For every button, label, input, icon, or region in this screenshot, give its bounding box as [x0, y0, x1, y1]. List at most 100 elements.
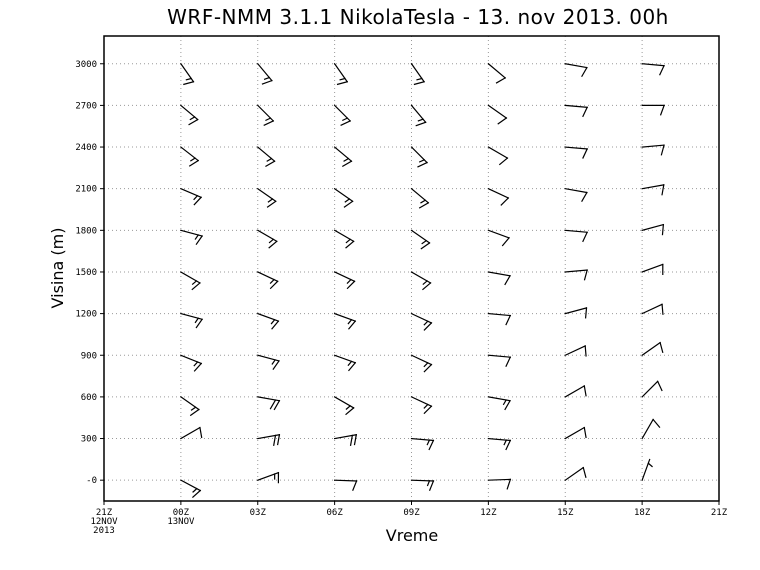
- wind-barb: [641, 104, 665, 116]
- wind-barb: [641, 184, 665, 196]
- wind-barb: [641, 380, 663, 398]
- wind-barb: [180, 312, 203, 329]
- x-tick-label: 06Z: [326, 508, 343, 518]
- wind-barb: [180, 426, 203, 440]
- x-tick-label: 13NOV: [167, 517, 195, 527]
- x-tick-label: 21Z: [96, 508, 113, 518]
- y-tick-label: 2700: [75, 101, 97, 111]
- wind-barb: [641, 303, 664, 315]
- y-tick-label: 1200: [75, 310, 97, 320]
- wind-barb: [487, 229, 510, 247]
- wind-barb: [257, 354, 280, 370]
- wind-barb: [487, 396, 511, 411]
- y-axis-label: Visina (m): [48, 228, 67, 309]
- x-tick-label: 00Z: [173, 508, 190, 518]
- wind-barb: [641, 418, 661, 440]
- wind-barb: [333, 354, 357, 372]
- wind-barb: [641, 263, 664, 276]
- wind-barb: [487, 104, 508, 125]
- wind-barb: [641, 341, 664, 357]
- wind-barb: [564, 146, 588, 159]
- wind-barb: [333, 396, 355, 416]
- x-tick-label: 09Z: [403, 508, 420, 518]
- wind-barb: [256, 187, 277, 208]
- wind-barb: [333, 229, 355, 249]
- wind-barb: [487, 312, 512, 326]
- grid-lines: [104, 36, 719, 501]
- wind-barb: [410, 354, 433, 373]
- wind-barb: [257, 396, 281, 411]
- y-axis-ticks: -0 300 600 900 1200 1500 1800 2100 2400 2700 3000: [75, 60, 104, 486]
- y-tick-label: 1500: [75, 268, 97, 278]
- wind-barb: [564, 345, 587, 357]
- wind-barb: [410, 479, 435, 491]
- y-tick-label: 2100: [75, 185, 97, 195]
- y-tick-label: 3000: [75, 60, 97, 70]
- wind-barb: [257, 434, 281, 446]
- wind-barb: [180, 229, 203, 246]
- wind-barb: [487, 478, 512, 490]
- wind-barb: [333, 271, 356, 290]
- wind-barb: [564, 307, 588, 319]
- wind-barb: [641, 458, 653, 481]
- wind-barb: [641, 223, 665, 236]
- wind-barb: [333, 187, 354, 208]
- wind-barb: [180, 104, 199, 126]
- y-tick-label: 600: [81, 393, 97, 403]
- wind-barb: [487, 271, 511, 286]
- wind-barbs: [180, 62, 665, 499]
- x-tick-label: 21Z: [711, 508, 728, 518]
- wind-barb: [564, 63, 588, 78]
- chart-title: WRF-NMM 3.1.1 NikolaTesla - 13. nov 2013…: [167, 5, 669, 29]
- wind-barb: [180, 396, 200, 417]
- wind-barb: [564, 104, 588, 118]
- wind-barb: [256, 104, 275, 126]
- wind-barb: [487, 187, 510, 206]
- wind-barb: [410, 104, 427, 127]
- wind-barb: [180, 479, 202, 499]
- wind-barb: [564, 466, 587, 482]
- y-tick-label: -0: [86, 476, 97, 486]
- wind-barb: [333, 104, 352, 126]
- wind-barb: [256, 62, 273, 85]
- wind-barb: [180, 354, 203, 372]
- wind-barb: [256, 146, 276, 167]
- wind-barb: [487, 354, 512, 368]
- x-tick-label: 03Z: [250, 508, 267, 518]
- wind-barb: [410, 62, 425, 86]
- x-tick-label: 18Z: [634, 508, 651, 518]
- wind-barb: [564, 229, 588, 243]
- x-tick-label: 15Z: [557, 508, 574, 518]
- y-tick-label: 2400: [75, 143, 97, 153]
- wind-barb: [333, 312, 357, 330]
- wind-barb: [334, 479, 358, 491]
- wind-barb: [410, 187, 430, 209]
- y-tick-label: 1800: [75, 226, 97, 236]
- x-tick-label: 12Z: [480, 508, 497, 518]
- wind-barb: [410, 312, 433, 331]
- wind-barb: [410, 271, 432, 291]
- wind-barb: [487, 437, 512, 451]
- x-tick-label: 12NOV: [90, 517, 118, 527]
- wind-barb: [487, 62, 507, 84]
- x-tick-label: 2013: [93, 526, 115, 536]
- wind-barb: [410, 229, 431, 250]
- wind-barb: [256, 312, 280, 330]
- wind-barb: [487, 146, 509, 166]
- wind-barb: [410, 437, 435, 451]
- wind-barb: [180, 271, 201, 291]
- y-tick-label: 300: [81, 435, 97, 445]
- wind-barb: [564, 426, 587, 440]
- wind-barb: [180, 62, 195, 86]
- wind-barb: [564, 385, 587, 398]
- wind-barb: [564, 187, 588, 202]
- wind-barb: [410, 396, 433, 415]
- wind-barb: [333, 146, 353, 167]
- y-tick-label: 900: [81, 351, 97, 361]
- wind-barb: [641, 144, 665, 156]
- wind-barb: [641, 63, 665, 76]
- wind-barb: [564, 269, 588, 281]
- wind-barb: [180, 146, 200, 167]
